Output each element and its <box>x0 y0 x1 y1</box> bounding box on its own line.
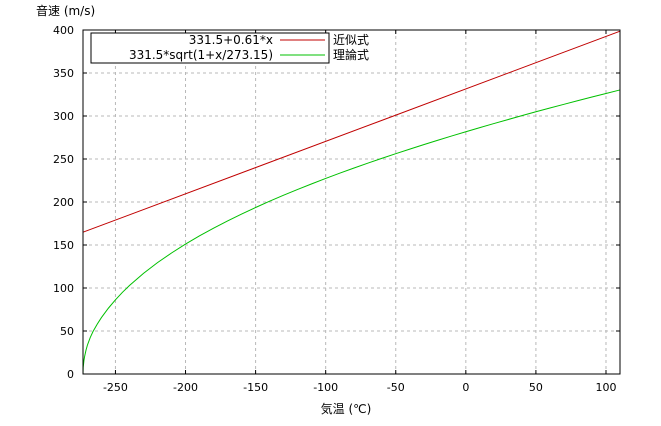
x-tick-label: -250 <box>103 381 128 394</box>
series-layer <box>82 30 621 375</box>
y-tick-label: 100 <box>53 282 74 295</box>
series-line-2 <box>82 89 621 375</box>
y-tick-label: 0 <box>67 368 74 381</box>
x-tick-label: -200 <box>173 381 198 394</box>
legend-series-2-label: 理論式 <box>333 47 369 62</box>
series-line-1 <box>82 30 621 233</box>
y-tick-label: 50 <box>60 325 74 338</box>
y-tick-label: 250 <box>53 153 74 166</box>
x-axis-title: 気温 (℃) <box>321 401 372 416</box>
x-tick-label: -50 <box>387 381 405 394</box>
x-tick-label: 100 <box>595 381 616 394</box>
y-tick-label: 150 <box>53 239 74 252</box>
y-tick-label: 400 <box>53 24 74 37</box>
y-tick-label: 350 <box>53 67 74 80</box>
y-tick-label: 300 <box>53 110 74 123</box>
x-tick-label: -100 <box>313 381 338 394</box>
legend: 331.5+0.61*x 近似式 331.5*sqrt(1+x/273.15) … <box>90 32 369 64</box>
x-tick-label: 0 <box>462 381 469 394</box>
x-tick-label: -150 <box>243 381 268 394</box>
legend-series-1-label: 近似式 <box>333 33 369 47</box>
legend-series-2-name: 331.5*sqrt(1+x/273.15) <box>129 48 273 62</box>
plot-background <box>83 30 620 374</box>
x-tick-label: 50 <box>529 381 543 394</box>
tick-layer: -250 -200 -150 -100 -50 0 50 100 0 50 100 150 200 250… <box>53 24 620 394</box>
legend-series-1-name: 331.5+0.61*x <box>189 33 273 47</box>
y-tick-label: 200 <box>53 196 74 209</box>
legend-box <box>90 32 330 64</box>
y-axis-title: 音速 (m/s) <box>36 3 95 18</box>
